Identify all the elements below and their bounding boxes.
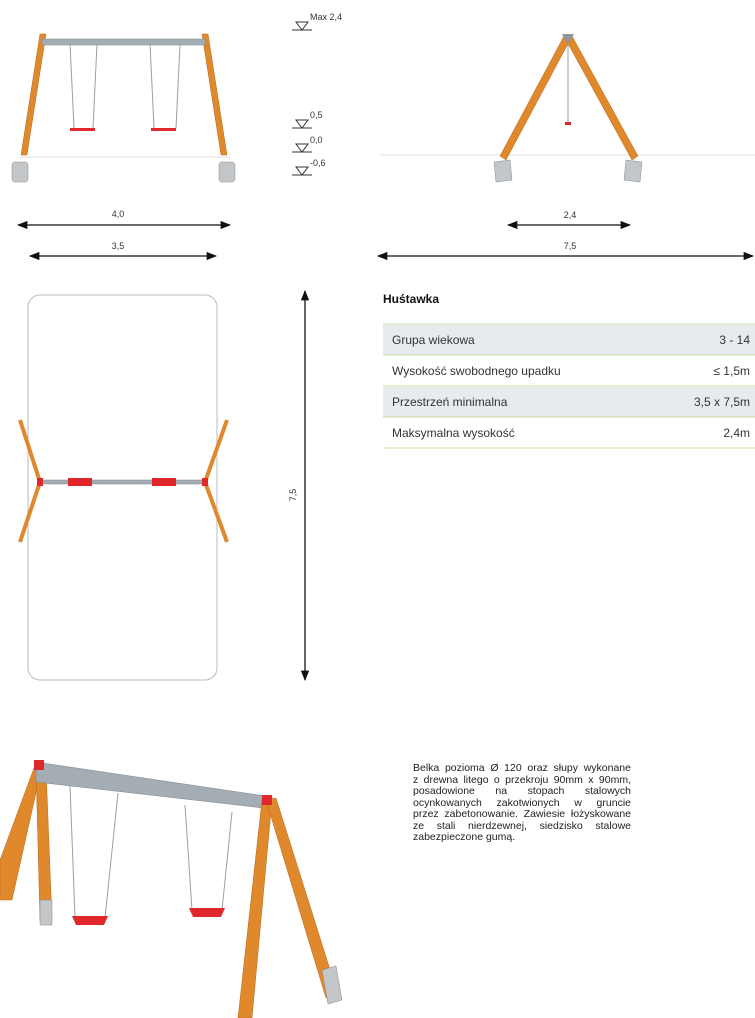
- footing: [493, 159, 513, 183]
- beam: [35, 761, 273, 810]
- height-label: Max 2,4: [310, 12, 342, 22]
- spec-value: 3 - 14: [719, 333, 750, 347]
- description-line: zabezpieczone gumą.: [413, 831, 516, 843]
- post: [237, 799, 273, 1018]
- side-view: 2,4 7,5: [376, 34, 755, 261]
- chain: [149, 43, 155, 129]
- spec-value: ≤ 1,5m: [713, 364, 750, 378]
- joint: [37, 478, 43, 486]
- description-line: posadowione na stopach stalowych: [413, 785, 631, 797]
- beam: [39, 479, 206, 485]
- level-mark: [292, 21, 312, 31]
- height-label: 0,0: [310, 135, 323, 145]
- seat: [565, 122, 571, 125]
- description: Belka pozioma Ø 120 oraz słupy wykonane …: [413, 762, 631, 844]
- safety-zone: [27, 294, 218, 681]
- dimension-label: 7,5: [564, 241, 577, 251]
- row-background: [383, 387, 755, 417]
- specs-title: Huśtawka: [383, 292, 439, 306]
- chain: [221, 811, 233, 911]
- description-line: ze stali nierdzewnej, siedzisko stalowe: [413, 819, 631, 832]
- chain: [184, 804, 193, 911]
- description-line: ocynkowanych zakotwionych w gruncie: [413, 796, 631, 809]
- description-line: Belka pozioma Ø 120 oraz słupy wykonane: [413, 762, 631, 774]
- plan-view: 7,5: [18, 289, 310, 682]
- seat: [68, 478, 92, 486]
- post: [202, 419, 229, 543]
- dimension-label: 2,4: [564, 210, 577, 220]
- specs-rows: Grupa wiekowa 3 - 14 Wysokość swobodnego…: [392, 333, 750, 440]
- post: [20, 33, 47, 156]
- spec-label: Maksymalna wysokość: [392, 426, 515, 440]
- footing: [39, 899, 53, 926]
- joint: [34, 760, 44, 770]
- footing: [321, 965, 343, 1005]
- spec-label: Przestrzeń minimalna: [392, 395, 508, 409]
- chain: [175, 43, 181, 129]
- chain: [104, 792, 119, 919]
- height-label: -0,6: [310, 158, 326, 168]
- front-view: Max 2,4 0,5 0,0 -0,6 4,0 3,5: [11, 12, 342, 261]
- dimension-label: 7,5: [288, 489, 298, 502]
- seat: [151, 128, 176, 131]
- footing: [623, 159, 643, 183]
- post: [0, 765, 43, 901]
- seat: [152, 478, 176, 486]
- post: [201, 33, 228, 156]
- chain: [69, 784, 76, 919]
- chain: [92, 43, 98, 129]
- post: [499, 35, 571, 161]
- perspective-view: [0, 760, 343, 1018]
- footing: [11, 161, 29, 183]
- spec-label: Wysokość swobodnego upadku: [392, 364, 561, 378]
- seat: [70, 128, 95, 131]
- dimension-label: 3,5: [112, 241, 125, 251]
- specs-table: Huśtawka Grupa wiekowa 3 - 14 Wysokość s…: [383, 292, 755, 449]
- description-line: z drewna litego o przekroju 90mm x 90mm,: [413, 773, 631, 786]
- level-mark: [292, 166, 312, 176]
- beam: [41, 38, 206, 46]
- footing: [218, 161, 236, 183]
- joint: [262, 795, 272, 805]
- seat: [189, 908, 225, 917]
- dimension-label: 4,0: [112, 209, 125, 219]
- joint: [562, 34, 574, 44]
- post: [265, 797, 339, 999]
- height-label: 0,5: [310, 110, 323, 120]
- spec-label: Grupa wiekowa: [392, 333, 475, 347]
- seat: [72, 916, 108, 925]
- post: [35, 767, 53, 921]
- description-line: przez zabetonowanie. Zawiesie łożyskowan…: [413, 808, 631, 820]
- level-mark: [292, 119, 312, 129]
- post: [565, 35, 639, 161]
- level-mark: [292, 143, 312, 153]
- spec-value: 2,4m: [723, 426, 750, 440]
- joint: [202, 478, 208, 486]
- spec-value: 3,5 x 7,5m: [694, 395, 750, 409]
- chain: [69, 43, 75, 129]
- row-background: [383, 325, 755, 355]
- height-marks: [292, 21, 312, 176]
